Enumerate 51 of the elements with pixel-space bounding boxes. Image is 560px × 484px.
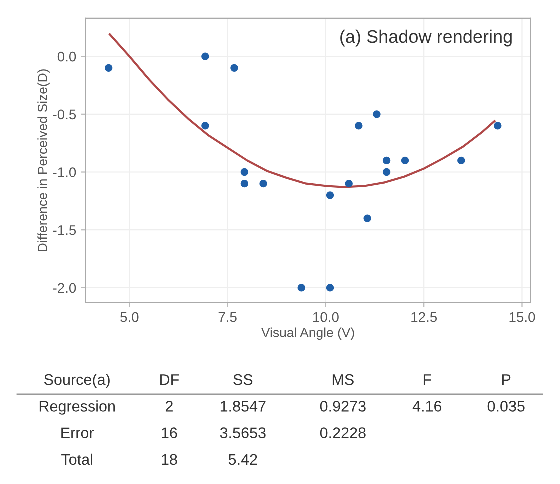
text: P <box>502 374 511 386</box>
y-tick-label: -1.0 <box>53 168 76 178</box>
x-tick-label: 10.0 <box>313 312 339 322</box>
x-tick-label: 5.0 <box>120 312 139 322</box>
y-tick-label: -0.5 <box>53 110 76 120</box>
y-tick-label: -1.5 <box>53 226 76 236</box>
text: 3.5653 <box>220 428 266 438</box>
point <box>260 180 268 188</box>
text: 4.16 <box>412 401 442 412</box>
point <box>494 122 502 130</box>
point <box>401 156 410 165</box>
point <box>105 64 113 72</box>
point <box>326 192 334 200</box>
point <box>230 64 238 72</box>
y-tick-label: 0.0 <box>58 52 76 62</box>
text: DF <box>160 374 180 386</box>
point <box>202 122 210 130</box>
text: 0.035 <box>488 401 525 412</box>
point <box>240 168 248 176</box>
text: (a) Shadow rendering <box>340 30 512 47</box>
text: 16 <box>162 428 178 438</box>
point <box>202 52 210 60</box>
point <box>298 284 306 292</box>
text: 18 <box>162 454 178 466</box>
point <box>373 110 381 118</box>
x-tick-label: 15.0 <box>510 312 536 322</box>
y-tick-label: -2.0 <box>53 283 76 294</box>
point <box>382 168 391 176</box>
text: MS <box>332 374 354 386</box>
point <box>382 156 391 165</box>
text: 0.9273 <box>320 401 366 412</box>
x-tick-label: 12.5 <box>412 312 438 322</box>
text: Total <box>62 454 92 466</box>
point <box>326 284 334 292</box>
text: 2 <box>166 401 173 412</box>
point <box>355 122 363 130</box>
point <box>240 180 248 188</box>
x-axis-title: Visual Angle (V) <box>262 328 354 340</box>
text: 1.8547 <box>220 401 266 412</box>
text: F <box>424 374 432 386</box>
text: Regression <box>40 400 115 415</box>
source-note: Source(a) <box>44 374 110 388</box>
text: 5.42 <box>228 454 258 466</box>
x-tick-label: 7.5 <box>218 312 237 322</box>
point <box>458 156 466 165</box>
point <box>364 214 372 222</box>
text: SS <box>234 374 253 386</box>
text: 0.2228 <box>320 428 366 438</box>
point <box>345 180 353 188</box>
text: Error <box>62 428 94 438</box>
y-axis-title: Difference in Perceived Size(D) <box>38 70 50 252</box>
